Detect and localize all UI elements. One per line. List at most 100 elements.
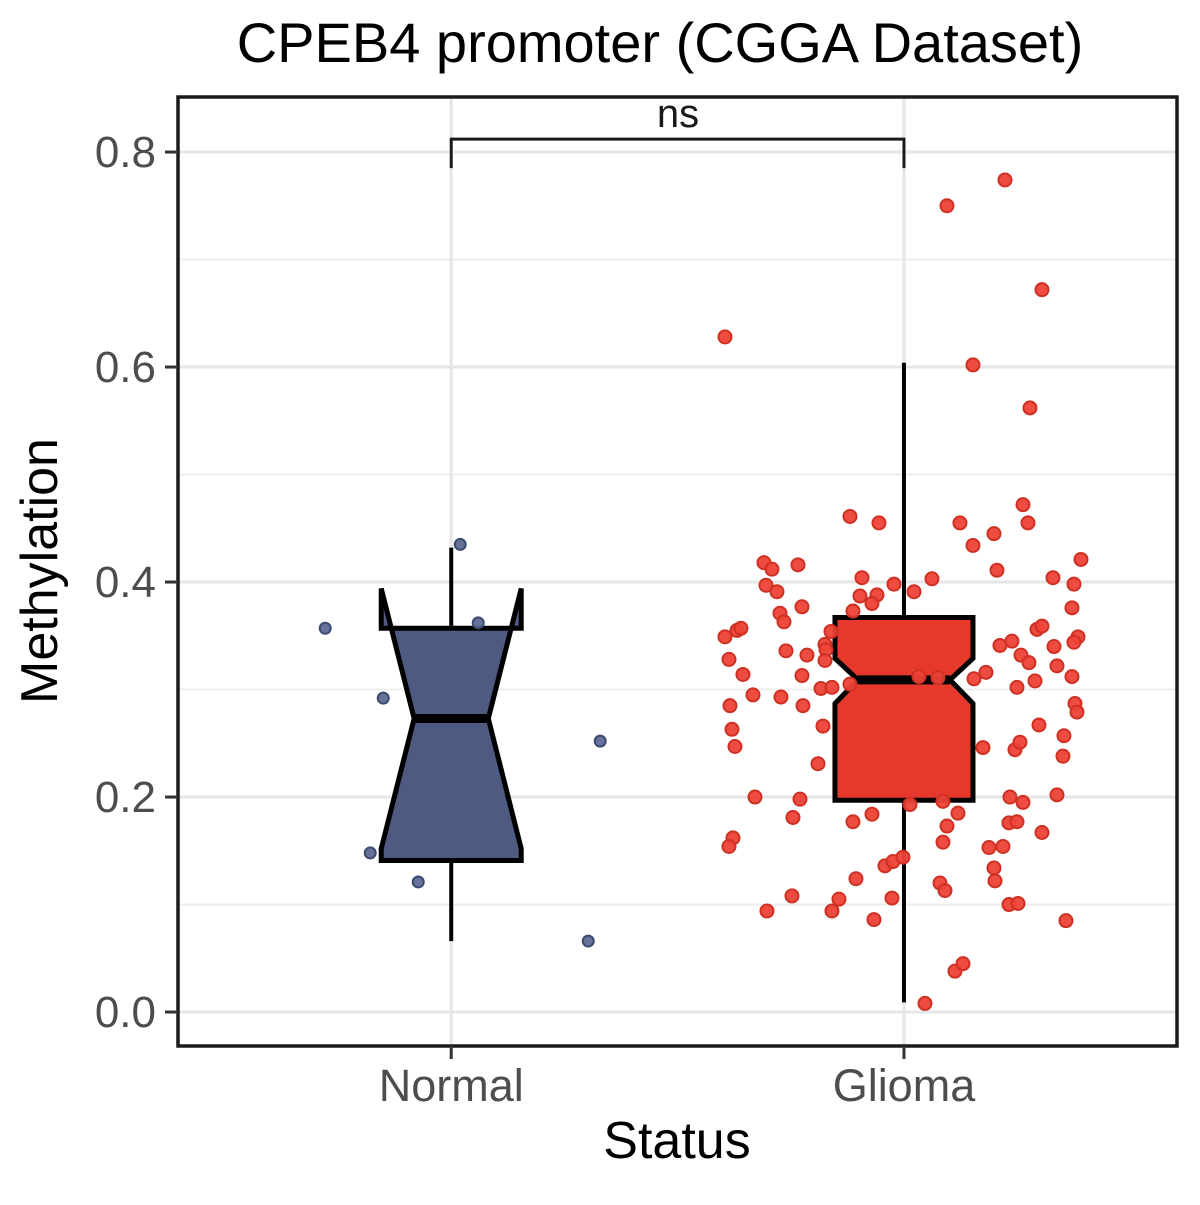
glioma-jitter-point <box>995 838 1011 854</box>
glioma-jitter-point <box>884 890 900 906</box>
glioma-jitter-point <box>1055 748 1071 764</box>
glioma-jitter-point <box>1012 734 1028 750</box>
glioma-jitter-point <box>842 508 858 524</box>
glioma-jitter-point <box>799 647 815 663</box>
glioma-jitter-point <box>975 740 991 756</box>
glioma-jitter-point <box>727 739 743 755</box>
glioma-jitter-point <box>935 834 951 850</box>
glioma-jitter-point <box>1009 679 1025 695</box>
glioma-jitter-point <box>1058 913 1074 929</box>
normal-jitter-point <box>453 537 467 551</box>
normal-jitter-point <box>376 691 390 705</box>
glioma-jitter-point <box>852 588 868 604</box>
normal-jitter-point <box>593 734 607 748</box>
glioma-jitter-point <box>1015 497 1031 513</box>
glioma-jitter-point <box>1073 551 1089 567</box>
glioma-jitter-point <box>778 643 794 659</box>
glioma-jitter-point <box>986 860 1002 876</box>
glioma-jitter-point <box>1045 570 1061 586</box>
x-axis-title: Status <box>603 1112 750 1170</box>
glioma-jitter-point <box>733 620 749 636</box>
glioma-jitter-point <box>911 669 927 685</box>
glioma-jitter-point <box>981 840 997 856</box>
glioma-jitter-point <box>815 718 831 734</box>
glioma-jitter-point <box>792 791 808 807</box>
glioma-jitter-point <box>1020 515 1036 531</box>
normal-jitter-point <box>411 875 425 889</box>
glioma-jitter-point <box>895 849 911 865</box>
glioma-jitter-point <box>823 623 839 639</box>
glioma-jitter-point <box>1049 787 1065 803</box>
glioma-jitter-point <box>997 172 1013 188</box>
glioma-jitter-point <box>1009 814 1025 830</box>
glioma-jitter-point <box>785 809 801 825</box>
glioma-jitter-point <box>722 698 738 714</box>
glioma-jitter-point <box>721 838 737 854</box>
y-tick-label: 0.2 <box>95 773 156 822</box>
glioma-jitter-point <box>1022 400 1038 416</box>
glioma-jitter-point <box>987 873 1003 889</box>
glioma-jitter-point <box>864 596 880 612</box>
glioma-jitter-point <box>871 515 887 531</box>
glioma-jitter-point <box>864 806 880 822</box>
glioma-jitter-point <box>939 818 955 834</box>
glioma-jitter-point <box>989 562 1005 578</box>
glioma-jitter-point <box>1015 794 1031 810</box>
glioma-jitter-point <box>717 329 733 345</box>
normal-jitter-point <box>363 846 377 860</box>
glioma-jitter-point <box>1064 600 1080 616</box>
glioma-jitter-point <box>721 651 737 667</box>
glioma-jitter-point <box>845 814 861 830</box>
glioma-jitter-point <box>794 599 810 615</box>
glioma-jitter-point <box>1004 633 1020 649</box>
plot-layer: 0.0 0.2 0.4 0.6 0.8 Normal Glioma <box>95 95 1179 1111</box>
glioma-jitter-point <box>764 561 780 577</box>
glioma-jitter-point <box>794 668 810 684</box>
normal-jitter-point <box>581 934 595 948</box>
chart-title: CPEB4 promoter (CGGA Dataset) <box>237 11 1084 74</box>
glioma-jitter-point <box>1069 704 1085 720</box>
glioma-jitter-point <box>966 671 982 687</box>
glioma-jitter-point <box>776 614 792 630</box>
glioma-jitter-point <box>939 198 955 214</box>
glioma-jitter-point <box>831 891 847 907</box>
glioma-jitter-point <box>758 577 774 593</box>
glioma-jitter-point <box>769 584 785 600</box>
glioma-jitter-point <box>790 557 806 573</box>
glioma-jitter-point <box>717 629 733 645</box>
glioma-jitter-point <box>978 664 994 680</box>
glioma-jitter-point <box>1010 895 1026 911</box>
glioma-jitter-point <box>965 357 981 373</box>
glioma-jitter-point <box>745 687 761 703</box>
glioma-box <box>832 615 976 803</box>
x-tick-label: Glioma <box>833 1060 977 1111</box>
glioma-jitter-point <box>950 805 966 821</box>
y-tick-label: 0.4 <box>95 558 156 607</box>
glioma-jitter-point <box>906 584 922 600</box>
significance-bracket <box>449 137 906 169</box>
panel-border <box>176 95 1179 1048</box>
glioma-jitter-point <box>795 698 811 714</box>
y-tick-label: 0.8 <box>95 128 156 177</box>
x-tick-label: Normal <box>379 1060 524 1111</box>
glioma-jitter-point <box>886 576 902 592</box>
glioma-jitter-point <box>824 679 840 695</box>
glioma-jitter-point <box>952 515 968 531</box>
glioma-jitter-point <box>824 903 840 919</box>
glioma-jitter-point <box>965 537 981 553</box>
normal-jitter-point <box>471 616 485 630</box>
glioma-jitter-point <box>955 956 971 972</box>
ns-label: ns <box>657 92 699 136</box>
glioma-jitter-point <box>1066 634 1082 650</box>
glioma-jitter-point <box>866 912 882 928</box>
glioma-jitter-point <box>1034 825 1050 841</box>
glioma-jitter-point <box>735 666 751 682</box>
glioma-jitter-point <box>937 883 953 899</box>
y-axis-title: Methylation <box>11 438 69 704</box>
glioma-jitter-point <box>1027 673 1043 689</box>
glioma-jitter-point <box>845 603 861 619</box>
glioma-jitter-point <box>773 689 789 705</box>
glioma-jitter-point <box>724 721 740 737</box>
glioma-jitter-point <box>1049 658 1065 674</box>
